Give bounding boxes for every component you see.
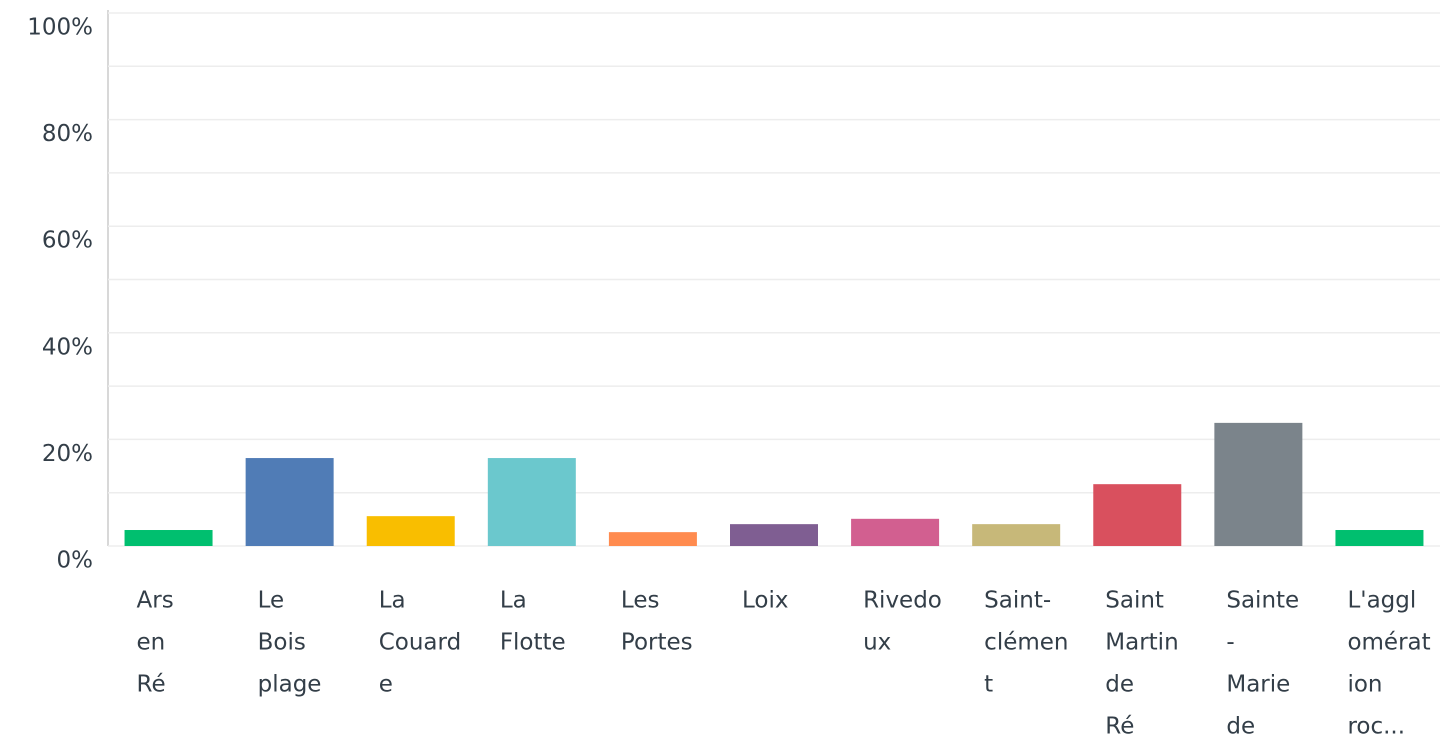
x-tick-label: ux [863,630,891,656]
x-tick-label: t [984,672,993,698]
x-tick-label: La [379,588,406,614]
x-tick-label: plage [258,672,322,698]
x-tick-label: L'aggl [1347,588,1416,614]
x-tick-label: roc... [1347,714,1405,740]
x-tick-label: Flotte [500,630,566,656]
x-tick-label: Martin [1105,630,1178,656]
bar [1335,530,1424,546]
bar [366,516,455,546]
x-tick-label: de [1226,714,1255,740]
x-tick-label: La [500,588,527,614]
x-tick-label: Ré [1105,714,1134,740]
y-tick-label: 0% [57,548,94,574]
x-tick-label: Saint [1105,588,1164,614]
x-tick-label: Saint- [984,588,1051,614]
bar [972,524,1061,546]
y-tick-label: 20% [42,441,93,467]
x-tick-label: Bois [258,630,306,656]
bar [730,524,818,546]
x-tick-label: clémen [984,630,1068,656]
x-tick-label: omérat [1347,630,1430,656]
x-tick-label: Marie [1226,672,1290,698]
x-tick-label: Portes [621,630,693,656]
x-tick-label: e [379,672,393,698]
bar [1093,484,1182,546]
x-tick-label: Sainte [1226,588,1299,614]
x-tick-label: Les [621,588,660,614]
x-tick-label: Rivedo [863,588,942,614]
x-tick-label: Couard [379,630,461,656]
y-tick-label: 80% [42,121,93,147]
x-tick-label: - [1226,630,1234,656]
x-tick-label: Le [258,588,285,614]
x-tick-label: de [1105,672,1134,698]
x-tick-label: en [137,630,166,656]
bar [487,458,576,546]
bar [608,532,697,546]
y-tick-label: 60% [42,228,93,254]
bar [851,518,940,546]
x-tick-label: Ars [137,588,174,614]
bar [245,458,334,546]
x-tick-label: Loix [742,588,788,614]
bar [124,530,213,546]
y-tick-label: 100% [27,15,93,41]
x-tick-label: Ré [137,672,166,698]
bar [1214,422,1303,546]
x-tick-label: ion [1347,672,1382,698]
y-tick-label: 40% [42,334,93,360]
